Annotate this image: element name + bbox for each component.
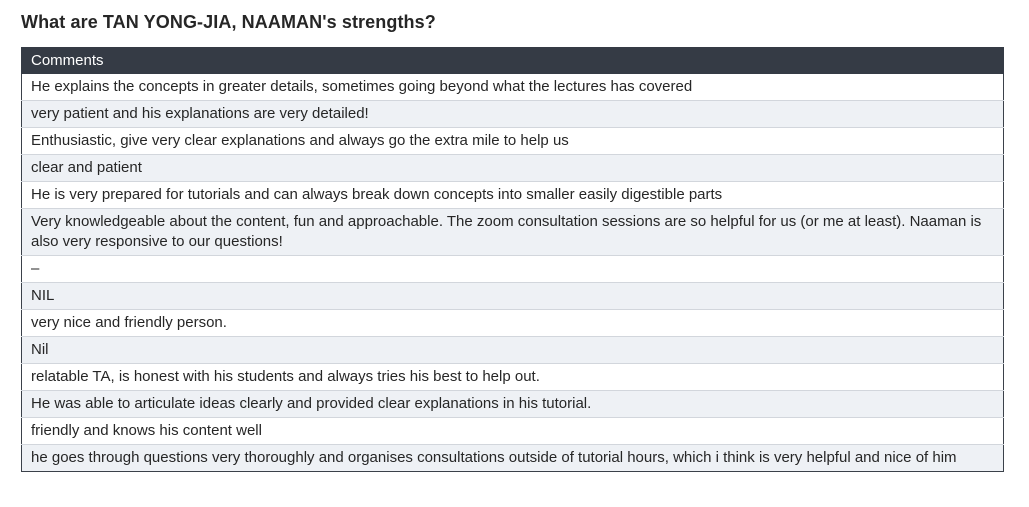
comment-cell: He explains the concepts in greater deta… (21, 73, 1004, 101)
comment-cell: friendly and knows his content well (21, 417, 1004, 445)
comment-cell: Nil (21, 336, 1004, 364)
comments-column-header: Comments (21, 47, 1004, 74)
table-row: NIL (21, 282, 1004, 310)
table-row: Very knowledgeable about the content, fu… (21, 208, 1004, 256)
table-row: clear and patient (21, 154, 1004, 182)
table-row: he goes through questions very thoroughl… (21, 444, 1004, 472)
table-row: relatable TA, is honest with his student… (21, 363, 1004, 391)
question-title: What are TAN YONG-JIA, NAAMAN's strength… (21, 12, 436, 32)
table-row: friendly and knows his content well (21, 417, 1004, 445)
comment-cell: relatable TA, is honest with his student… (21, 363, 1004, 391)
table-row: very nice and friendly person. (21, 309, 1004, 337)
comment-cell: He is very prepared for tutorials and ca… (21, 181, 1004, 209)
table-row: Enthusiastic, give very clear explanatio… (21, 127, 1004, 155)
table-row: He is very prepared for tutorials and ca… (21, 181, 1004, 209)
comment-cell: very patient and his explanations are ve… (21, 100, 1004, 128)
comment-cell: He was able to articulate ideas clearly … (21, 390, 1004, 418)
comment-cell: Enthusiastic, give very clear explanatio… (21, 127, 1004, 155)
comment-cell: very nice and friendly person. (21, 309, 1004, 337)
comment-cell: NIL (21, 282, 1004, 310)
comment-cell: clear and patient (21, 154, 1004, 182)
table-row: Nil (21, 336, 1004, 364)
comments-table: Comments He explains the concepts in gre… (21, 47, 1004, 472)
comment-cell: – (21, 255, 1004, 283)
table-row: He was able to articulate ideas clearly … (21, 390, 1004, 418)
comment-cell: Very knowledgeable about the content, fu… (21, 208, 1004, 256)
comment-cell: he goes through questions very thoroughl… (21, 444, 1004, 472)
table-row: He explains the concepts in greater deta… (21, 73, 1004, 101)
table-row: – (21, 255, 1004, 283)
table-header-row: Comments (21, 47, 1004, 74)
table-row: very patient and his explanations are ve… (21, 100, 1004, 128)
